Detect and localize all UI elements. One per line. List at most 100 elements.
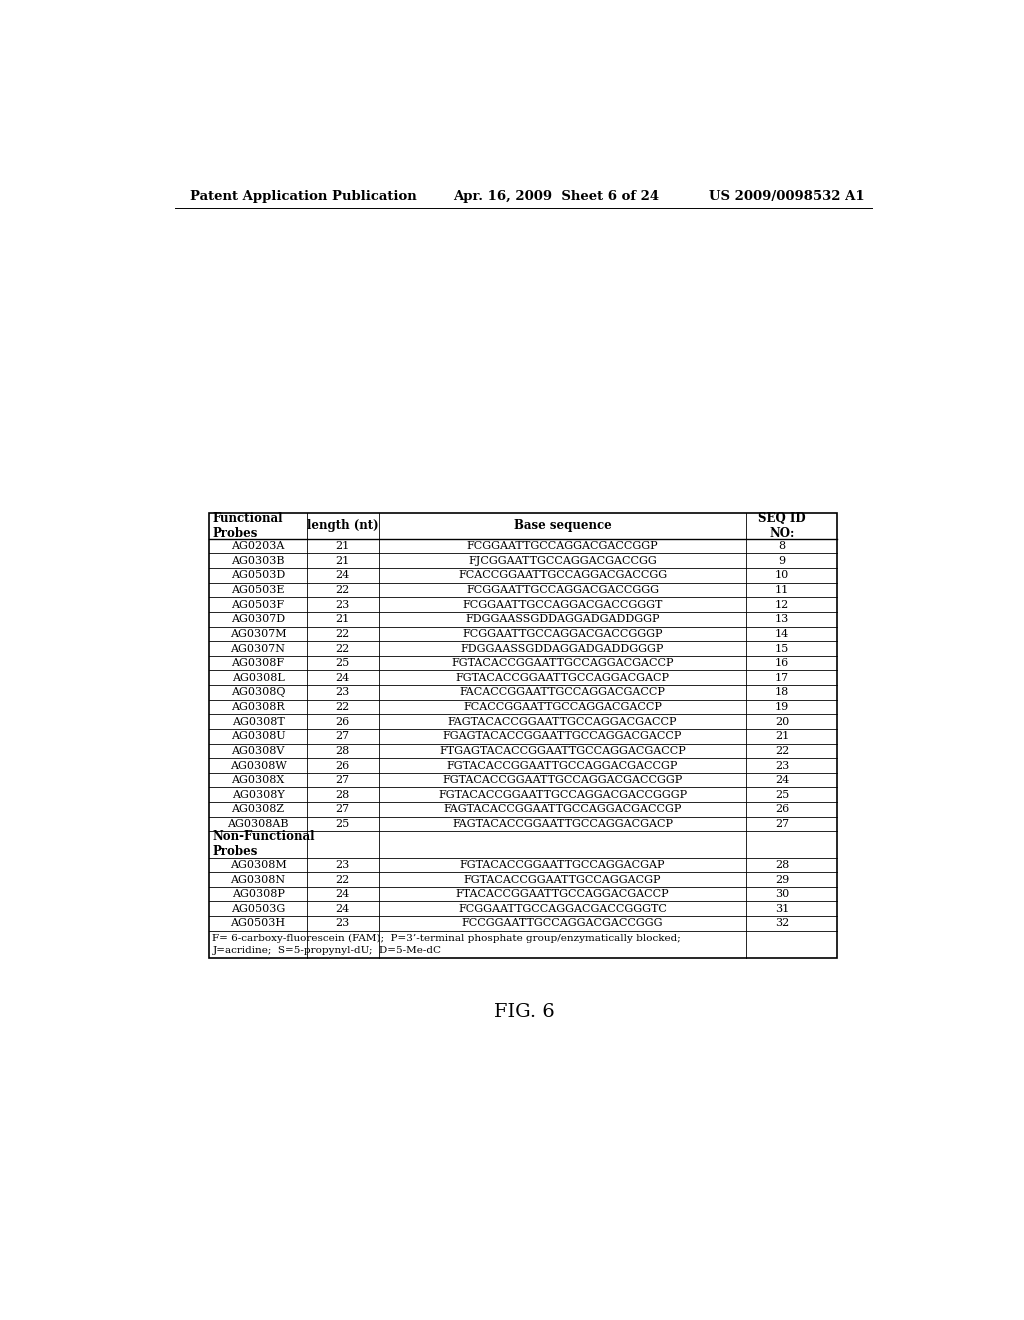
Text: 22: 22 xyxy=(336,628,350,639)
Text: 24: 24 xyxy=(336,890,350,899)
Text: AG0503H: AG0503H xyxy=(230,919,286,928)
Text: 11: 11 xyxy=(775,585,790,595)
Text: SEQ ID
NO:: SEQ ID NO: xyxy=(759,512,806,540)
Text: 18: 18 xyxy=(775,688,790,697)
Text: 27: 27 xyxy=(336,804,350,814)
Text: FCGGAATTGCCAGGACGACCGGGTC: FCGGAATTGCCAGGACGACCGGGTC xyxy=(458,904,667,913)
Text: AG0503F: AG0503F xyxy=(231,599,285,610)
Text: AG0308V: AG0308V xyxy=(231,746,285,756)
Text: 21: 21 xyxy=(336,556,350,566)
Text: 12: 12 xyxy=(775,599,790,610)
Text: 10: 10 xyxy=(775,570,790,581)
Text: 28: 28 xyxy=(336,746,350,756)
Text: 22: 22 xyxy=(775,746,790,756)
Text: 23: 23 xyxy=(336,919,350,928)
Text: FGAGTACACCGGAATTGCCAGGACGACCP: FGAGTACACCGGAATTGCCAGGACGACCP xyxy=(442,731,682,742)
Text: 24: 24 xyxy=(336,570,350,581)
Text: 27: 27 xyxy=(336,775,350,785)
Text: 21: 21 xyxy=(336,541,350,550)
Text: FCGGAATTGCCAGGACGACCGGG: FCGGAATTGCCAGGACGACCGGG xyxy=(466,585,659,595)
Text: AG0307N: AG0307N xyxy=(230,644,286,653)
Text: 22: 22 xyxy=(336,585,350,595)
Text: 19: 19 xyxy=(775,702,790,711)
Text: 32: 32 xyxy=(775,919,790,928)
Text: AG0503D: AG0503D xyxy=(230,570,285,581)
Bar xyxy=(209,512,838,958)
Text: 13: 13 xyxy=(775,614,790,624)
Text: J=acridine;  S=5-propynyl-dU;  D=5-Me-dC: J=acridine; S=5-propynyl-dU; D=5-Me-dC xyxy=(212,946,441,956)
Text: 22: 22 xyxy=(336,702,350,711)
Text: AG0203A: AG0203A xyxy=(231,541,285,550)
Text: FGTACACCGGAATTGCCAGGACGACCGGP: FGTACACCGGAATTGCCAGGACGACCGGP xyxy=(442,775,683,785)
Text: AG0308AB: AG0308AB xyxy=(227,820,289,829)
Text: Functional
Probes: Functional Probes xyxy=(212,512,283,540)
Text: 25: 25 xyxy=(775,789,790,800)
Text: AG0503E: AG0503E xyxy=(231,585,285,595)
Text: US 2009/0098532 A1: US 2009/0098532 A1 xyxy=(710,190,865,203)
Text: 30: 30 xyxy=(775,890,790,899)
Text: Base sequence: Base sequence xyxy=(514,519,611,532)
Text: 27: 27 xyxy=(775,820,790,829)
Text: FGTACACCGGAATTGCCAGGACGACP: FGTACACCGGAATTGCCAGGACGACP xyxy=(456,673,670,682)
Text: FAGTACACCGGAATTGCCAGGACGACCP: FAGTACACCGGAATTGCCAGGACGACCP xyxy=(447,717,677,726)
Text: AG0308Z: AG0308Z xyxy=(231,804,285,814)
Text: AG0307D: AG0307D xyxy=(231,614,285,624)
Text: 22: 22 xyxy=(336,875,350,884)
Text: AG0308U: AG0308U xyxy=(230,731,286,742)
Text: FGTACACCGGAATTGCCAGGACGACCP: FGTACACCGGAATTGCCAGGACGACCP xyxy=(452,659,674,668)
Text: FCGGAATTGCCAGGACGACCGGGP: FCGGAATTGCCAGGACGACCGGGP xyxy=(462,628,663,639)
Text: Non-Functional
Probes: Non-Functional Probes xyxy=(212,830,315,858)
Text: AG0308N: AG0308N xyxy=(230,875,286,884)
Text: 23: 23 xyxy=(336,599,350,610)
Text: 15: 15 xyxy=(775,644,790,653)
Text: FJCGGAATTGCCAGGACGACCGG: FJCGGAATTGCCAGGACGACCGG xyxy=(468,556,656,566)
Text: 23: 23 xyxy=(336,859,350,870)
Text: 24: 24 xyxy=(336,904,350,913)
Text: 26: 26 xyxy=(336,760,350,771)
Text: FCACCGGAATTGCCAGGACGACCGG: FCACCGGAATTGCCAGGACGACCGG xyxy=(458,570,667,581)
Text: AG0308M: AG0308M xyxy=(229,859,287,870)
Text: AG0307M: AG0307M xyxy=(229,628,287,639)
Text: AG0308L: AG0308L xyxy=(231,673,285,682)
Text: length (nt): length (nt) xyxy=(307,519,379,532)
Text: 21: 21 xyxy=(336,614,350,624)
Text: 23: 23 xyxy=(775,760,790,771)
Text: 9: 9 xyxy=(778,556,785,566)
Text: AG0308Y: AG0308Y xyxy=(231,789,285,800)
Text: 24: 24 xyxy=(336,673,350,682)
Text: 25: 25 xyxy=(336,820,350,829)
Text: 28: 28 xyxy=(336,789,350,800)
Text: FGTACACCGGAATTGCCAGGACGACCGGGP: FGTACACCGGAATTGCCAGGACGACCGGGP xyxy=(438,789,687,800)
Text: AG0308Q: AG0308Q xyxy=(230,688,286,697)
Text: FIG. 6: FIG. 6 xyxy=(495,1003,555,1022)
Text: 26: 26 xyxy=(336,717,350,726)
Text: 16: 16 xyxy=(775,659,790,668)
Text: AG0308F: AG0308F xyxy=(231,659,285,668)
Text: FTACACCGGAATTGCCAGGACGACCP: FTACACCGGAATTGCCAGGACGACCP xyxy=(456,890,670,899)
Text: FTGAGTACACCGGAATTGCCAGGACGACCP: FTGAGTACACCGGAATTGCCAGGACGACCP xyxy=(439,746,686,756)
Text: 27: 27 xyxy=(336,731,350,742)
Text: 26: 26 xyxy=(775,804,790,814)
Text: 24: 24 xyxy=(775,775,790,785)
Text: FCGGAATTGCCAGGACGACCGGGT: FCGGAATTGCCAGGACGACCGGGT xyxy=(462,599,663,610)
Text: Patent Application Publication: Patent Application Publication xyxy=(190,190,417,203)
Text: 17: 17 xyxy=(775,673,790,682)
Text: FGTACACCGGAATTGCCAGGACGP: FGTACACCGGAATTGCCAGGACGP xyxy=(464,875,662,884)
Text: 28: 28 xyxy=(775,859,790,870)
Text: FDGGAASSGDDAGGADGADDGGGP: FDGGAASSGDDAGGADGADDGGGP xyxy=(461,644,665,653)
Text: 29: 29 xyxy=(775,875,790,884)
Text: AG0308X: AG0308X xyxy=(231,775,285,785)
Text: AG0308R: AG0308R xyxy=(231,702,285,711)
Text: Apr. 16, 2009  Sheet 6 of 24: Apr. 16, 2009 Sheet 6 of 24 xyxy=(454,190,659,203)
Text: AG0308W: AG0308W xyxy=(229,760,287,771)
Text: FCGGAATTGCCAGGACGACCGGP: FCGGAATTGCCAGGACGACCGGP xyxy=(467,541,658,550)
Text: 14: 14 xyxy=(775,628,790,639)
Text: 20: 20 xyxy=(775,717,790,726)
Text: AG0303B: AG0303B xyxy=(231,556,285,566)
Text: 23: 23 xyxy=(336,688,350,697)
Text: 8: 8 xyxy=(778,541,785,550)
Text: FCCGGAATTGCCAGGACGACCGGG: FCCGGAATTGCCAGGACGACCGGG xyxy=(462,919,664,928)
Text: 21: 21 xyxy=(775,731,790,742)
Text: 31: 31 xyxy=(775,904,790,913)
Text: AG0308T: AG0308T xyxy=(231,717,285,726)
